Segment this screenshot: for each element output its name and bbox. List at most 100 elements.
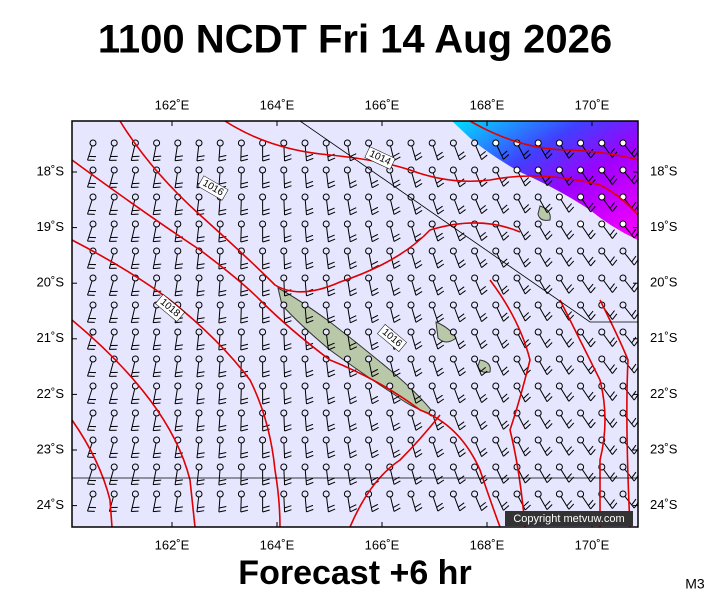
barb-feather: [154, 399, 161, 400]
barb-station: [599, 221, 605, 227]
barb-station: [111, 464, 117, 470]
barb-station: [450, 356, 456, 362]
barb-station: [344, 491, 350, 497]
barb-station: [111, 410, 117, 416]
barb-station: [578, 410, 584, 416]
barb-station: [387, 275, 393, 281]
barb-station: [260, 464, 266, 470]
barb-station: [302, 356, 308, 362]
lat-label: 24˚S: [37, 497, 65, 512]
barb-station: [450, 491, 456, 497]
barb-station: [132, 356, 138, 362]
barb-station: [514, 356, 520, 362]
barb-station: [344, 383, 350, 389]
barb-station: [323, 437, 329, 443]
barb-station: [217, 221, 223, 227]
lon-label: 162˚E: [155, 97, 190, 112]
barb-station: [429, 491, 435, 497]
barb-station: [154, 194, 160, 200]
barb-station: [366, 410, 372, 416]
lat-label: 24˚S: [650, 497, 678, 512]
barb-station: [111, 248, 117, 254]
barb-station: [281, 356, 287, 362]
barb-station: [620, 302, 626, 308]
barb-feather: [154, 210, 161, 211]
barb-station: [154, 491, 160, 497]
barb-station: [132, 221, 138, 227]
barb-station: [196, 302, 202, 308]
barb-station: [132, 329, 138, 335]
barb-station: [493, 248, 499, 254]
barb-station: [514, 383, 520, 389]
barb-station: [323, 491, 329, 497]
lon-label: 162˚E: [155, 537, 190, 552]
barb-feather: [154, 480, 161, 481]
barb-station: [578, 140, 584, 146]
barb-station: [556, 140, 562, 146]
barb-station: [111, 221, 117, 227]
barb-station: [302, 140, 308, 146]
barb-station: [493, 356, 499, 362]
barb-station: [344, 167, 350, 173]
barb-station: [578, 383, 584, 389]
barb-station: [429, 302, 435, 308]
barb-station: [514, 302, 520, 308]
barb-station: [111, 302, 117, 308]
barb-station: [493, 410, 499, 416]
barb-station: [535, 302, 541, 308]
barb-station: [599, 140, 605, 146]
barb-station: [535, 491, 541, 497]
barb-station: [387, 491, 393, 497]
barb-station: [344, 221, 350, 227]
lat-label: 18˚S: [37, 163, 65, 178]
barb-station: [281, 302, 287, 308]
barb-station: [175, 410, 181, 416]
barb-station: [578, 437, 584, 443]
barb-station: [111, 275, 117, 281]
barb-station: [620, 410, 626, 416]
barb-feather: [153, 349, 160, 350]
barb-feather: [153, 457, 160, 458]
barb-feather: [153, 295, 160, 296]
lon-label: 164˚E: [260, 537, 295, 552]
barb-station: [599, 275, 605, 281]
barb-station: [578, 464, 584, 470]
barb-station: [238, 356, 244, 362]
barb-station: [238, 302, 244, 308]
barb-station: [217, 356, 223, 362]
barb-station: [366, 302, 372, 308]
barb-station: [556, 329, 562, 335]
barb-station: [366, 194, 372, 200]
barb-station: [620, 437, 626, 443]
barb-station: [154, 356, 160, 362]
barb-station: [344, 410, 350, 416]
barb-station: [90, 356, 96, 362]
barb-station: [281, 491, 287, 497]
barb-station: [281, 437, 287, 443]
barb-feather: [153, 484, 160, 485]
barb-station: [196, 221, 202, 227]
barb-station: [429, 140, 435, 146]
lon-label: 166˚E: [365, 97, 400, 112]
barb-station: [408, 275, 414, 281]
barb-station: [472, 410, 478, 416]
barb-feather: [153, 187, 160, 188]
barb-station: [535, 275, 541, 281]
barb-station: [408, 464, 414, 470]
barb-station: [620, 248, 626, 254]
barb-station: [429, 356, 435, 362]
barb-station: [578, 491, 584, 497]
barb-station: [260, 194, 266, 200]
barb-station: [238, 194, 244, 200]
barb-station: [556, 275, 562, 281]
barb-station: [450, 329, 456, 335]
barb-station: [493, 194, 499, 200]
barb-feather: [154, 426, 161, 427]
barb-feather: [153, 268, 160, 269]
barb-station: [217, 302, 223, 308]
barb-station: [620, 464, 626, 470]
barb-station: [132, 410, 138, 416]
barb-station: [472, 194, 478, 200]
barb-station: [366, 248, 372, 254]
